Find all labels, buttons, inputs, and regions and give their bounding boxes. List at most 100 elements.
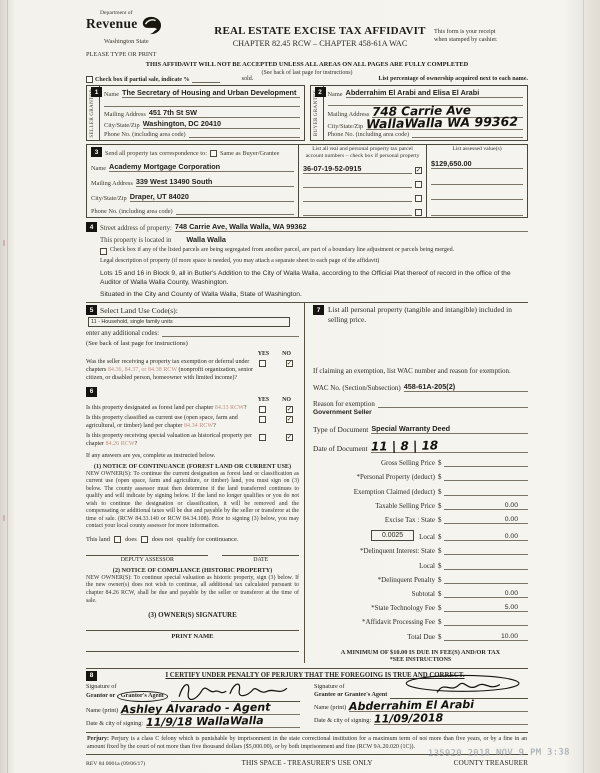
parcel-number-value: 36-07-19-52-0915 xyxy=(303,164,362,174)
scan-edge-line xyxy=(7,0,8,773)
logo-state-text: Washington State xyxy=(104,38,149,45)
personal-property-label: List all personal property (tangible and… xyxy=(328,305,512,325)
doc-type-value: Special Warranty Deed xyxy=(371,424,451,434)
delinquent-interest-local-value xyxy=(443,562,528,570)
segregated-checkbox xyxy=(100,248,107,255)
section-1-number: 1 xyxy=(91,87,102,97)
section-6-number: 6 xyxy=(86,386,97,397)
sold-label: sold. xyxy=(241,76,254,82)
left-column: 5 Select Land Use Code(s): 11 - Househol… xyxy=(86,303,305,663)
personal-property-deduct-value xyxy=(443,473,528,482)
gross-selling-price-value xyxy=(443,459,528,468)
buyer-box: BUYER GRANTEE 2 Name Abderrahim El Arabi… xyxy=(309,85,528,141)
partial-sale-label: Check box if partial sale, indicate % xyxy=(95,77,190,83)
parcel-checkbox xyxy=(415,181,422,189)
personal-property-blank-area xyxy=(313,325,528,367)
grantee-name-print: Abderrahim El Arabi xyxy=(349,697,475,713)
section-5-number: 5 xyxy=(86,305,97,316)
perjury-notice: Perjury: Perjury is a class C felony whi… xyxy=(86,731,528,755)
additional-codes-blank xyxy=(162,330,299,338)
grantor-name-print: Ashley Alvarado - Agent xyxy=(121,700,271,716)
right-column: 7 List all personal property (tangible a… xyxy=(305,303,528,663)
assessor-date-label: DATE xyxy=(222,554,299,563)
see-instructions-note: *SEE INSTRUCTIONS xyxy=(389,656,452,663)
correspondence-name-value: Academy Mortgage Corporation xyxy=(109,162,221,171)
partial-sale-row: Check box if partial sale, indicate % so… xyxy=(86,76,528,83)
parcel-checkbox: ✓ xyxy=(415,166,422,175)
assessed-header: List assessed value(s) xyxy=(452,146,502,152)
grantors-agent-circled: Grantor's Agent xyxy=(116,690,168,702)
deferral-yes-checkbox xyxy=(259,360,266,368)
additional-codes-label: enter any additional codes: xyxy=(86,330,160,338)
section-3-number: 3 xyxy=(91,147,102,157)
grantee-signature xyxy=(390,674,528,699)
current-use-question: Is this property classified as current u… xyxy=(86,414,293,429)
state-technology-fee-value: 5.00 xyxy=(443,604,528,613)
deferral-question: Was the seller receiving a property tax … xyxy=(86,359,293,381)
reason-blank xyxy=(377,401,528,409)
doc-type-label: Type of Document xyxy=(313,425,369,435)
notice-compliance-title: (2) NOTICE OF COMPLIANCE (HISTORIC PROPE… xyxy=(112,566,273,574)
forest-no-checkbox: ✓ xyxy=(286,405,293,414)
forest-land-question: Is this property designated as forest la… xyxy=(86,404,293,414)
ownership-note: List percentage of ownership acquired ne… xyxy=(378,76,528,82)
grantor-signature-block: Signature of Grantor or Grantor's Agent … xyxy=(86,683,300,729)
same-as-buyer-checkbox xyxy=(209,150,217,157)
wac-value: 458-61A-205(2) xyxy=(403,382,456,392)
scan-artifact xyxy=(3,515,5,521)
assessor-signature-row: DEPUTY ASSESSOR DATE xyxy=(86,554,299,563)
seller-name-value: The Secretary of Housing and Urban Devel… xyxy=(122,88,297,97)
doc-date-label: Date of Document xyxy=(313,444,368,454)
affidavit-processing-fee-value xyxy=(443,618,528,627)
seller-city-value: Washington, DC 20410 xyxy=(142,119,222,128)
scan-artifact xyxy=(3,240,5,246)
section-7-number: 7 xyxy=(313,305,324,316)
excise-tax-state-value: 0.00 xyxy=(443,516,528,524)
seller-percentage-blank xyxy=(104,100,300,107)
print-name-label: PRINT NAME xyxy=(171,633,214,641)
dor-swirl-icon xyxy=(140,16,162,38)
parcel-checkbox xyxy=(415,209,422,216)
wac-label: WAC No. (Section/Subsection) xyxy=(313,384,401,393)
legal-description-label: Legal description of property (if more s… xyxy=(100,258,380,265)
doc-date-value: 11 | 8 | 18 xyxy=(370,438,438,454)
minimum-fee-note: A MINIMUM OF $10.00 IS DUE IN FEE(S) AND… xyxy=(340,648,501,656)
current-use-yes-checkbox xyxy=(259,415,266,423)
reason-label: Reason for exemption xyxy=(313,400,375,409)
legal-situated-text: Situated in the City and County of Walla… xyxy=(100,291,302,299)
form-title: REAL ESTATE EXCISE TAX AFFIDAVIT xyxy=(214,25,426,37)
buyer-percentage-blank xyxy=(327,99,523,107)
middle-columns: 5 Select Land Use Code(s): 11 - Househol… xyxy=(86,302,528,663)
form-footer: REV 84 0001a (09/06/17) THIS SPACE - TRE… xyxy=(86,758,528,767)
taxable-selling-price-value: 0.00 xyxy=(443,502,528,510)
county-treasurer-label: COUNTY TREASURER xyxy=(453,757,528,767)
buyer-city-value: WallaWalla WA 99362 xyxy=(366,113,519,132)
form-header: Department of Revenue Washington State P… xyxy=(86,10,528,58)
rev-number: REV 84 0001a (09/06/17) xyxy=(86,760,146,767)
assessed-value: $129,650.00 xyxy=(431,158,472,168)
current-use-no-checkbox: ✓ xyxy=(286,415,293,424)
deferral-no-checkbox: ✓ xyxy=(286,359,293,368)
treasurer-date-stamp: 135920 2018 NOV 9 PM 3:38 xyxy=(427,747,570,759)
see-back-note-2: (See back of last page for instructions) xyxy=(86,340,188,348)
reason-value: Government Seller xyxy=(313,409,372,417)
section-4-number: 4 xyxy=(86,222,97,232)
correspondence-section: 3 Send all property tax correspondence t… xyxy=(86,144,528,218)
certification-section: 8 I CERTIFY UNDER PENALTY OF PERJURY THA… xyxy=(86,667,528,729)
perjury-text: Perjury is a class C felony which is pun… xyxy=(87,735,528,750)
total-due-value: 10.00 xyxy=(443,633,528,641)
correspondence-phone-blank xyxy=(175,208,294,215)
exemption-claim-note: If claiming an exemption, list WAC numbe… xyxy=(313,367,511,376)
excise-tax-local-value: 0.00 xyxy=(443,533,528,542)
historic-yes-checkbox xyxy=(259,433,266,441)
logo-revenue-text: Revenue xyxy=(86,16,138,31)
notice-continuance-body: NEW OWNER(S): To continue the current de… xyxy=(86,470,299,530)
see-back-note: (See back of last page for instructions) xyxy=(261,70,353,76)
grantee-date-city: 11/09/2018 xyxy=(373,711,444,726)
logo-dept-text: Department of xyxy=(100,10,133,16)
property-section: 4 Street address of property: 748 Carrie… xyxy=(86,222,528,298)
form-subtitle: CHAPTER 82.45 RCW – CHAPTER 458-61A WAC xyxy=(232,39,408,48)
seller-phone-blank xyxy=(188,131,300,138)
completion-warning: THIS AFFIDAVIT WILL NOT BE ACCEPTED UNLE… xyxy=(145,61,469,68)
forest-yes-checkbox xyxy=(259,405,266,413)
